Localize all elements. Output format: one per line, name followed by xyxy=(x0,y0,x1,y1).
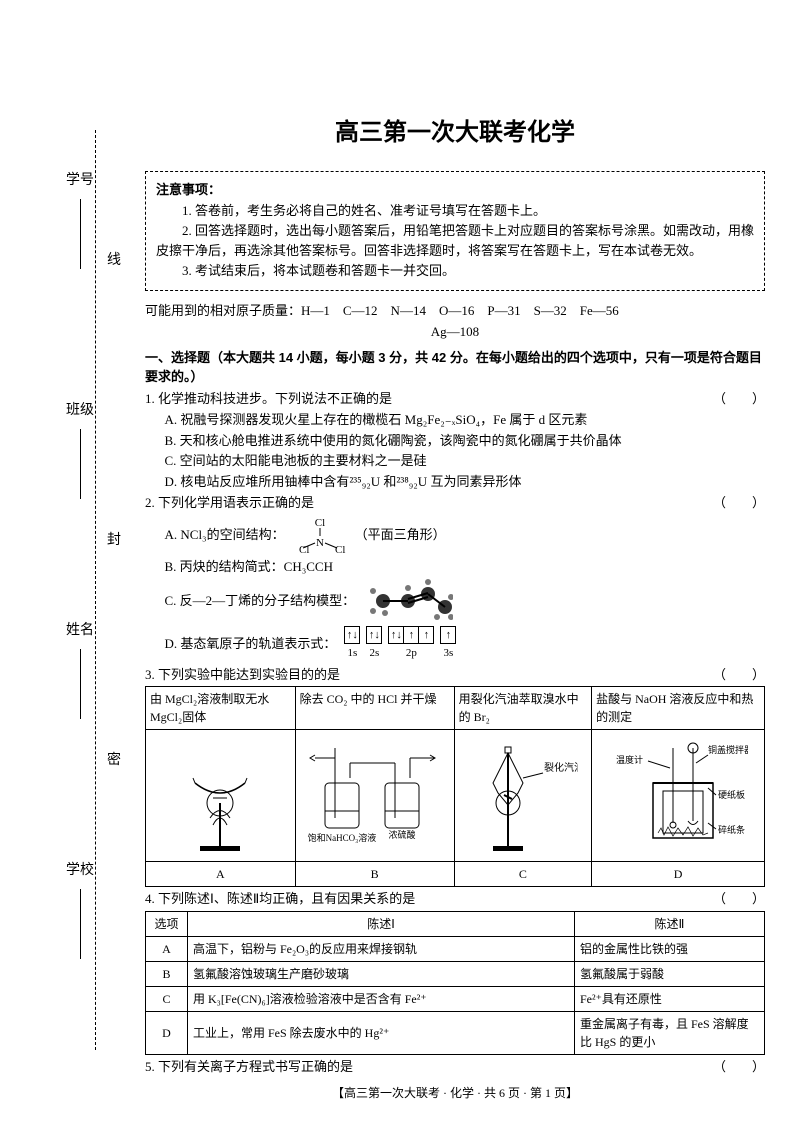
q3-label-b: B xyxy=(295,862,454,887)
question-4: 4. 下列陈述Ⅰ、陈述Ⅱ均正确，且有因果关系的是 （ ） xyxy=(145,889,765,909)
answer-blank: （ ） xyxy=(713,665,765,685)
q4-th-opt: 选项 xyxy=(146,911,188,936)
q2-opt-a: A. NCl₃的空间结构： Cl N Cl Cl （平面三角形） xyxy=(165,516,766,554)
svg-text:裂化汽油: 裂化汽油 xyxy=(544,761,578,774)
q1-options: A. 祝融号探测器发现火星上存在的橄榄石 Mg₂Fe₂₋ₓSiO₄，Fe 属于 … xyxy=(145,410,765,491)
q3-header-c: 用裂化汽油萃取溴水中的 Br₂ xyxy=(454,687,591,730)
q2-stem: 2. 下列化学用语表示正确的是 xyxy=(145,495,314,510)
notice-box: 注意事项： 1. 答卷前，考生务必将自己的姓名、准考证号填写在答题卡上。 2. … xyxy=(145,171,765,291)
question-2: 2. 下列化学用语表示正确的是 （ ） xyxy=(145,493,765,513)
svg-text:硬纸板: 硬纸板 xyxy=(718,789,745,800)
q4-th-s1: 陈述Ⅰ xyxy=(188,911,575,936)
answer-blank: （ ） xyxy=(713,1057,765,1077)
q1-stem: 1. 化学推动科技进步。下列说法不正确的是 xyxy=(145,391,392,406)
q2-opt-c: C. 反—2—丁烯的分子结构模型： xyxy=(165,579,766,623)
table-row: B氢氟酸溶蚀玻璃生产磨砂玻璃氢氟酸属于弱酸 xyxy=(146,961,765,986)
svg-text:Cl: Cl xyxy=(299,544,309,554)
q3-experiment-table: 由 MgCl₂溶液制取无水 MgCl₂固体 除去 CO₂ 中的 HCl 并干燥 … xyxy=(145,686,765,887)
ncl3-structure-icon: Cl N Cl Cl xyxy=(293,516,347,554)
butene-model-icon xyxy=(363,579,453,623)
svg-text:饱和NaHCO₃溶液: 饱和NaHCO₃溶液 xyxy=(307,832,376,843)
q2-a-post: （平面三角形） xyxy=(355,525,446,545)
q3-header-a: 由 MgCl₂溶液制取无水 MgCl₂固体 xyxy=(146,687,296,730)
q3-diagram-d: 温度计 铜盖搅拌器 硬纸板 碎纸条 xyxy=(592,730,765,862)
q3-header-b: 除去 CO₂ 中的 HCl 并干燥 xyxy=(295,687,454,730)
q3-label-c: C xyxy=(454,862,591,887)
field-name: 姓名 xyxy=(65,620,95,641)
atomic-masses-2: Ag—108 xyxy=(145,322,765,342)
question-1: 1. 化学推动科技进步。下列说法不正确的是 （ ） xyxy=(145,389,765,409)
seal-char-feng: 封 xyxy=(107,530,121,551)
seal-char-xian: 线 xyxy=(107,250,121,271)
answer-blank: （ ） xyxy=(713,389,765,409)
table-row: C用 K₃[Fe(CN)₆]溶液检验溶液中是否含有 Fe²⁺Fe²⁺具有还原性 xyxy=(146,986,765,1011)
svg-text:Cl: Cl xyxy=(335,544,345,554)
notice-heading: 注意事项： xyxy=(156,180,754,200)
binding-dashed-line xyxy=(95,130,96,1050)
q4-stem: 4. 下列陈述Ⅰ、陈述Ⅱ均正确，且有因果关系的是 xyxy=(145,891,415,906)
question-3: 3. 下列实验中能达到实验目的的是 （ ） xyxy=(145,665,765,685)
exam-title: 高三第一次大联考化学 xyxy=(145,115,765,151)
table-row: D工业上，常用 FeS 除去废水中的 Hg²⁺重金属离子有毒，且 FeS 溶解度… xyxy=(146,1011,765,1054)
q1-opt-c: C. 空间站的太阳能电池板的主要材料之一是硅 xyxy=(165,451,766,471)
q2-opt-b: B. 丙炔的结构简式：CH₃CCH xyxy=(165,557,766,577)
q4-th-s2: 陈述Ⅱ xyxy=(575,911,765,936)
q5-stem: 5. 下列有关离子方程式书写正确的是 xyxy=(145,1059,353,1074)
svg-text:N: N xyxy=(316,537,324,549)
q2-a-pre: A. NCl₃的空间结构： xyxy=(165,525,285,545)
q2-opt-d: D. 基态氧原子的轨道表示式： ↑↓1s ↑↓2s ↑↓↑↑2p ↑3s xyxy=(165,626,766,662)
field-student-id: 学号 xyxy=(65,170,95,191)
seal-char-mi: 密 xyxy=(107,750,121,771)
svg-text:浓硫酸: 浓硫酸 xyxy=(388,829,415,840)
binding-margin: 学号 班级 姓名 学校 线 封 密 xyxy=(35,130,95,1050)
field-class: 班级 xyxy=(65,400,95,421)
svg-text:铜盖搅拌器: 铜盖搅拌器 xyxy=(708,744,748,755)
orbital-diagram: ↑↓1s ↑↓2s ↑↓↑↑2p ↑3s xyxy=(344,626,456,662)
notice-item: 3. 考试结束后，将本试题卷和答题卡一并交回。 xyxy=(156,261,754,281)
q3-diagram-c: 裂化汽油 xyxy=(454,730,591,862)
section-1-heading: 一、选择题（本大题共 14 小题，每小题 3 分，共 42 分。在每小题给出的四… xyxy=(145,348,765,387)
q3-label-a: A xyxy=(146,862,296,887)
q1-opt-b: B. 天和核心舱电推进系统中使用的氮化硼陶瓷，该陶瓷中的氮化硼属于共价晶体 xyxy=(165,431,766,451)
separating-funnel-icon: 裂化汽油 xyxy=(468,733,578,853)
q3-diagram-b: 饱和NaHCO₃溶液 浓硫酸 xyxy=(295,730,454,862)
svg-text:Cl: Cl xyxy=(314,517,324,529)
atomic-masses: 可能用到的相对原子质量：H—1 C—12 N—14 O—16 P—31 S—32… xyxy=(145,301,765,321)
q1-opt-a: A. 祝融号探测器发现火星上存在的橄榄石 Mg₂Fe₂₋ₓSiO₄，Fe 属于 … xyxy=(165,410,766,430)
page-content: 高三第一次大联考化学 注意事项： 1. 答卷前，考生务必将自己的姓名、准考证号填… xyxy=(145,115,765,1102)
table-row: A高温下，铝粉与 Fe₂O₃的反应用来焊接钢轨铝的金属性比铁的强 xyxy=(146,936,765,961)
svg-text:温度计: 温度计 xyxy=(616,754,643,765)
q3-stem: 3. 下列实验中能达到实验目的的是 xyxy=(145,667,340,682)
answer-blank: （ ） xyxy=(713,889,765,909)
q3-header-d: 盐酸与 NaOH 溶液反应中和热的测定 xyxy=(592,687,765,730)
answer-blank: （ ） xyxy=(713,493,765,513)
q4-statement-table: 选项 陈述Ⅰ 陈述Ⅱ A高温下，铝粉与 Fe₂O₃的反应用来焊接钢轨铝的金属性比… xyxy=(145,911,765,1055)
notice-item: 1. 答卷前，考生务必将自己的姓名、准考证号填写在答题卡上。 xyxy=(156,201,754,221)
evaporation-setup-icon xyxy=(165,733,275,853)
field-school: 学校 xyxy=(65,860,95,881)
notice-item: 2. 回答选择题时，选出每小题答案后，用铅笔把答题卡上对应题目的答案标号涂黑。如… xyxy=(156,221,754,260)
question-5: 5. 下列有关离子方程式书写正确的是 （ ） xyxy=(145,1057,765,1077)
page-footer: 【高三第一次大联考 · 化学 · 共 6 页 · 第 1 页】 xyxy=(145,1084,765,1102)
svg-text:碎纸条: 碎纸条 xyxy=(718,824,745,835)
q3-label-d: D xyxy=(592,862,765,887)
q3-diagram-a xyxy=(146,730,296,862)
q1-opt-d: D. 核电站反应堆所用铀棒中含有²³⁵₉₂U 和²³⁸₉₂U 互为同素异形体 xyxy=(165,472,766,492)
gas-wash-setup-icon: 饱和NaHCO₃溶液 浓硫酸 xyxy=(300,733,450,853)
calorimeter-icon: 温度计 铜盖搅拌器 硬纸板 碎纸条 xyxy=(608,733,748,853)
